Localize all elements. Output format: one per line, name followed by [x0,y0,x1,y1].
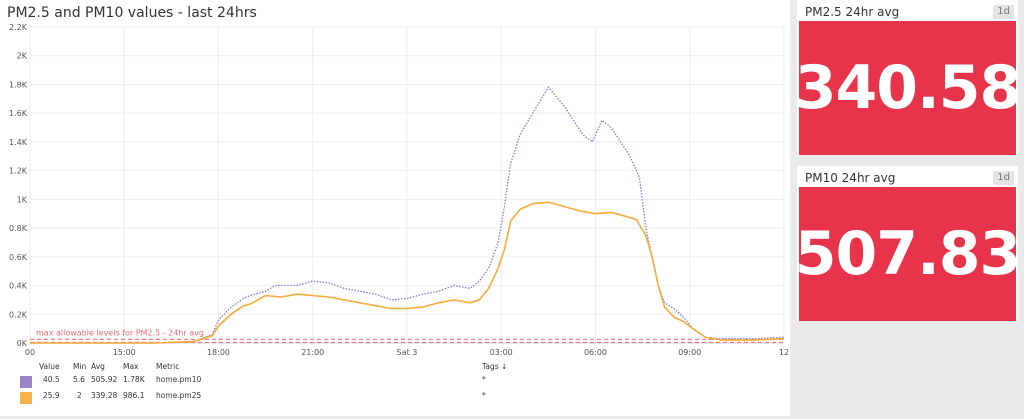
legend-header-tags[interactable]: Tags ↓ [482,362,508,371]
legend-swatch-pm25 [20,392,32,404]
stat-value-box: 507.83 [795,187,1021,321]
legend-min: 5.6 [73,375,85,384]
threshold-label: max allowable levels for PM2.5 - 24hr av… [36,328,204,337]
y-tick-label: 1.8K [9,80,28,89]
legend-header-avg[interactable]: Avg [91,362,105,371]
legend-header-min[interactable]: Min [73,362,87,371]
chart-panel: PM2.5 and PM10 values - last 24hrs 0K 0.2… [0,0,790,416]
stat-value-box: 340.58 [795,21,1021,155]
x-tick-label: 15:00 [113,348,136,357]
legend-header-max[interactable]: Max [123,362,139,371]
stat-panel-pm10: PM10 24hr avg 1d 507.83 [795,166,1021,321]
legend-metric: home.pm25 [156,391,202,400]
x-tick-label: Sat 3 [397,348,418,357]
y-tick-label: 0.8K [9,224,28,233]
y-tick-label: 0.6K [9,253,28,262]
stat-title[interactable]: PM10 24hr avg [805,171,896,185]
legend-header-metric[interactable]: Metric [156,362,180,371]
stat-value: 507.83 [794,219,1022,289]
legend-value: 25.9 [43,391,60,400]
x-tick-label: 03:00 [490,348,513,357]
x-tick-label: 12 [779,348,789,357]
chart-title[interactable]: PM2.5 and PM10 values - last 24hrs [7,5,257,21]
y-tick-label: 1.4K [9,138,28,147]
x-tick-label: 06:00 [584,348,607,357]
legend-avg: 505.92 [91,375,118,384]
stat-panel-pm25: PM2.5 24hr avg 1d 340.58 [795,0,1021,155]
y-tick-label: 2K [17,52,28,61]
legend-metric: home.pm10 [156,375,202,384]
legend-avg: 339.28 [91,391,118,400]
x-tick-label: 21:00 [301,348,324,357]
time-range-badge: 1d [993,171,1014,185]
chart[interactable]: 0K 0.2K 0.4K 0.6K 0.8K 1K 1.2K 1.4K 1.6K 1.8K 2K 2.… [0,0,790,416]
y-tick-label: 1.6K [9,109,28,118]
y-tick-label: 1.2K [9,167,28,176]
y-tick-label: 2.2K [9,23,28,32]
legend-max: 986.1 [123,391,145,400]
y-tick-label: 0K [17,339,28,348]
legend-tags: * [482,375,486,384]
legend-header-value[interactable]: Value [39,362,60,371]
legend-min: 2 [77,391,82,400]
legend-tags: * [482,391,486,400]
series-line-home-pm25 [30,201,785,344]
legend-value: 40.5 [43,375,60,384]
x-tick-label: 18:00 [207,348,230,357]
stat-value: 340.58 [794,53,1022,123]
y-tick-label: 0.4K [9,282,28,291]
x-tick-label: 00 [25,348,35,357]
x-tick-label: 09:00 [678,348,701,357]
stat-title[interactable]: PM2.5 24hr avg [805,5,900,19]
legend-max: 1.78K [123,375,145,384]
y-tick-label: 0.2K [9,310,28,319]
time-range-badge: 1d [993,5,1014,19]
legend-swatch-pm10 [20,376,32,388]
y-tick-label: 1K [17,195,28,204]
